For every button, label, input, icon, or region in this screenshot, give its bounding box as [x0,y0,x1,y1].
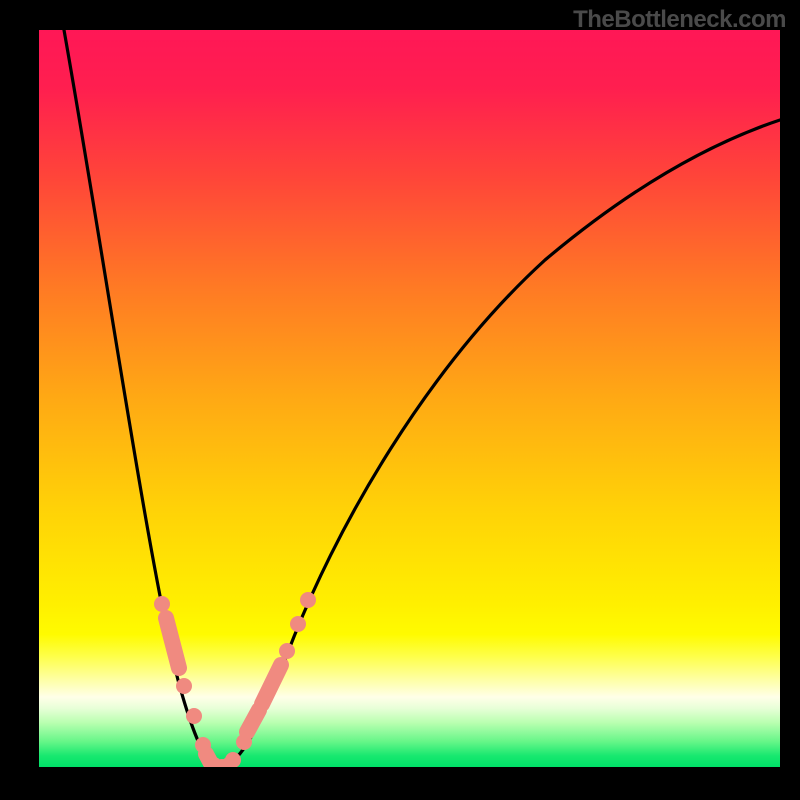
data-marker [176,678,192,694]
data-marker [186,708,202,724]
gradient-background [39,30,780,767]
data-marker-run [247,710,259,732]
chart-container: TheBottleneck.com [0,0,800,800]
data-marker [279,643,295,659]
data-marker [195,737,211,753]
plot-area [39,30,780,767]
plot-svg [39,30,780,767]
data-marker [290,616,306,632]
data-marker [154,596,170,612]
data-marker [236,734,252,750]
watermark-text: TheBottleneck.com [573,6,786,34]
data-marker [300,592,316,608]
